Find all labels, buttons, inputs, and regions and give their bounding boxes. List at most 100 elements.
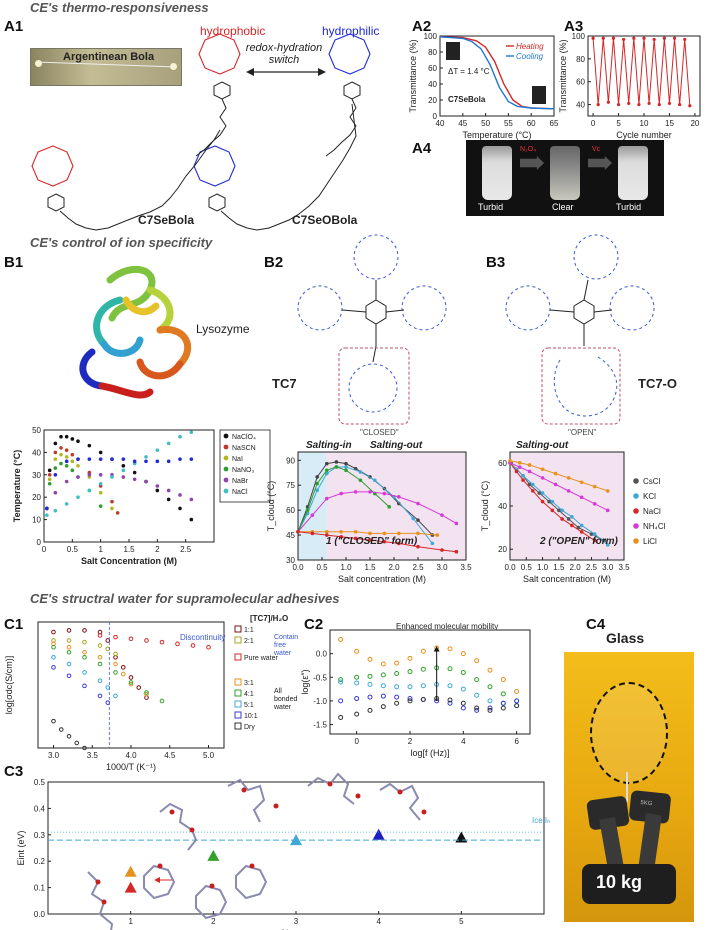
legend-swatch — [234, 689, 242, 697]
data-point — [110, 499, 114, 504]
data-point — [508, 458, 512, 463]
y-axis-label: Temperature (°C) — [12, 450, 22, 522]
series-line — [509, 462, 595, 541]
data-point — [325, 468, 329, 473]
x-tick-label: 2 — [408, 737, 413, 746]
data-point — [560, 508, 564, 513]
y-tick-label: 0.1 — [34, 884, 46, 893]
data-point — [338, 714, 344, 720]
y-axis-label: log[σdc(S/cm)] — [4, 656, 14, 715]
y-tick-label: 0.5 — [34, 778, 46, 787]
x-tick-label: 2 — [155, 545, 160, 554]
dumbbell-handle-right — [638, 813, 662, 871]
data-point — [540, 467, 545, 472]
data-point — [98, 473, 103, 477]
data-point — [672, 36, 677, 40]
data-point — [420, 696, 426, 702]
c2-annotation: Enhanced molecular mobility — [396, 622, 499, 631]
y-tick-label: 20 — [32, 493, 41, 502]
data-point — [407, 684, 413, 690]
x-tick-label: 4 — [461, 737, 466, 746]
panel-label-b1: B1 — [4, 254, 24, 271]
data-point — [550, 508, 555, 513]
data-point — [97, 643, 103, 648]
legend-swatch — [234, 653, 242, 661]
data-point — [113, 634, 118, 640]
data-point — [144, 691, 149, 697]
series-line — [298, 531, 438, 536]
data-point — [394, 684, 400, 690]
data-point — [66, 733, 72, 739]
data-point — [53, 473, 58, 477]
c1-group2-label: All bonded water — [274, 688, 297, 712]
legend-swatch — [234, 678, 242, 686]
data-point — [76, 439, 80, 444]
data-point — [136, 685, 142, 690]
x-tick-label: 55 — [504, 119, 513, 128]
tc7-crown-rings — [297, 234, 447, 413]
x-tick-label: 1 — [128, 917, 133, 926]
data-point — [64, 459, 69, 464]
y-tick-label: 50 — [32, 426, 41, 435]
data-point — [66, 628, 72, 633]
data-point — [82, 628, 87, 633]
data-point — [394, 670, 400, 676]
data-point — [411, 516, 416, 521]
data-point — [166, 441, 171, 446]
data-point — [353, 529, 358, 534]
data-point — [338, 636, 344, 642]
data-point — [368, 531, 372, 536]
legend-label: LiCl — [643, 537, 657, 546]
x-tick-label: 45 — [458, 119, 467, 128]
legend-label: Dry — [244, 724, 255, 731]
x-tick-label: 4.0 — [125, 751, 137, 760]
data-point — [166, 459, 171, 464]
data-point — [579, 523, 584, 528]
data-point — [74, 740, 80, 746]
x-tick-label: 0.0 — [292, 563, 304, 572]
data-point — [47, 477, 52, 482]
data-point — [601, 36, 605, 40]
data-point — [155, 484, 160, 488]
x-tick-label: 2.0 — [388, 563, 400, 572]
y-tick-label: 40 — [32, 448, 41, 457]
data-point — [605, 543, 610, 547]
legend-swatch — [234, 636, 242, 644]
panel-label-b3: B3 — [486, 254, 506, 271]
closed-form-label: 1 ("CLOSED" form) — [326, 536, 418, 547]
x-tick-label: 0.5 — [521, 563, 533, 572]
data-point — [440, 548, 444, 552]
tc7o-open-box — [541, 347, 621, 425]
c1-legend-title: [TC7]/H₂O — [250, 614, 289, 623]
arrow-2 — [588, 156, 612, 170]
x-tick-label: 15 — [665, 119, 674, 128]
data-point — [407, 696, 413, 702]
data-point — [305, 508, 310, 512]
legend-label: NaBr — [232, 478, 249, 485]
x-tick-label: 2.5 — [412, 563, 424, 572]
data-point — [382, 491, 387, 496]
data-point — [325, 496, 329, 501]
discontinuity-label: Discontinuity — [180, 633, 226, 642]
data-point — [128, 675, 134, 680]
legend-swatch — [633, 538, 639, 544]
data-point — [339, 534, 344, 539]
data-point — [354, 648, 360, 654]
data-point — [553, 482, 558, 487]
tc7-label: TC7 — [272, 376, 297, 391]
data-point — [606, 100, 610, 104]
x-tick-label: 0 — [354, 737, 359, 746]
data-point — [166, 488, 171, 493]
data-point — [474, 707, 480, 713]
inset-vial-turbid — [532, 86, 546, 104]
data-point — [368, 490, 372, 494]
panel-label-a2: A2 — [412, 18, 432, 35]
data-point — [566, 517, 571, 521]
data-point — [70, 459, 75, 464]
data-point — [460, 686, 466, 692]
data-point — [667, 101, 672, 106]
salting-out-label-b3: Salting-out — [516, 440, 569, 451]
data-point — [178, 434, 182, 439]
